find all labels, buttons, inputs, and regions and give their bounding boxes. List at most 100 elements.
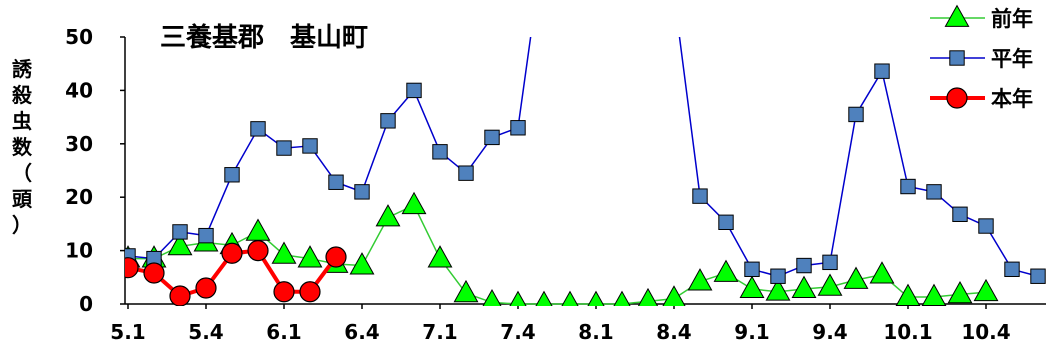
series-point-前年 bbox=[713, 259, 739, 282]
y-tick-label: 40 bbox=[65, 78, 93, 102]
y-tick-label: 10 bbox=[65, 239, 93, 263]
series-point-前年 bbox=[453, 279, 479, 303]
series-point-平年 bbox=[510, 120, 526, 136]
y-axis-label-char: ） bbox=[12, 213, 32, 237]
series-point-本年 bbox=[273, 281, 295, 303]
x-tick-label: 9.1 bbox=[734, 320, 769, 344]
series-point-平年 bbox=[380, 113, 396, 129]
y-axis-label-char: 数 bbox=[12, 135, 33, 159]
series-本年 bbox=[125, 240, 347, 306]
x-tick-label: 9.4 bbox=[812, 320, 847, 344]
series-point-前年 bbox=[843, 266, 869, 289]
series-point-平年 bbox=[796, 257, 812, 274]
series-point-平年 bbox=[978, 218, 994, 234]
x-tick-label: 7.4 bbox=[500, 320, 535, 344]
series-point-平年 bbox=[1030, 268, 1046, 284]
series-point-平年 bbox=[224, 167, 240, 183]
series-point-前年 bbox=[973, 278, 999, 302]
series-point-平年 bbox=[692, 188, 708, 204]
series-point-前年 bbox=[535, 290, 553, 306]
series-point-前年 bbox=[895, 283, 921, 306]
series-point-前年 bbox=[561, 290, 579, 306]
series-平年 bbox=[125, 37, 1046, 284]
series-point-本年 bbox=[143, 262, 165, 284]
legend-label-平年: 平年 bbox=[991, 47, 1033, 71]
series-point-平年 bbox=[484, 129, 500, 146]
x-tick-label: 6.4 bbox=[344, 320, 379, 344]
series-point-平年 bbox=[848, 106, 864, 123]
x-tick-label: 10.4 bbox=[961, 320, 1010, 344]
series-point-前年 bbox=[765, 278, 791, 301]
series-point-本年 bbox=[325, 246, 347, 268]
series-point-平年 bbox=[770, 268, 786, 284]
series-point-本年 bbox=[221, 242, 243, 264]
series-point-本年 bbox=[195, 277, 217, 299]
series-point-前年 bbox=[944, 4, 970, 27]
legend-label-本年: 本年 bbox=[991, 87, 1033, 111]
y-axis-label-char: 殺 bbox=[11, 83, 33, 107]
legend-label-前年: 前年 bbox=[991, 7, 1033, 31]
series-point-前年 bbox=[791, 275, 817, 298]
series-point-平年 bbox=[744, 261, 760, 277]
series-point-前年 bbox=[687, 268, 713, 291]
series-point-平年 bbox=[198, 227, 214, 244]
y-axis-label-char: 頭 bbox=[12, 187, 33, 211]
series-point-本年 bbox=[299, 281, 321, 303]
series-point-前年 bbox=[637, 287, 659, 306]
series-point-前年 bbox=[271, 241, 297, 264]
series-point-前年 bbox=[375, 204, 401, 227]
series-point-平年 bbox=[172, 224, 188, 240]
x-tick-label: 8.1 bbox=[578, 320, 613, 344]
x-tick-label: 10.1 bbox=[883, 320, 932, 344]
series-point-前年 bbox=[427, 245, 453, 268]
series-point-平年 bbox=[952, 206, 968, 222]
series-point-前年 bbox=[613, 290, 631, 306]
series-point-平年 bbox=[874, 63, 890, 79]
series-point-平年 bbox=[458, 165, 474, 181]
y-tick-label: 50 bbox=[65, 25, 93, 49]
series-point-本年 bbox=[247, 240, 269, 262]
series-point-本年 bbox=[125, 257, 139, 279]
series-point-平年 bbox=[276, 140, 292, 156]
series-point-本年 bbox=[946, 87, 968, 109]
x-tick-label: 7.1 bbox=[422, 320, 457, 344]
series-point-平年 bbox=[302, 138, 318, 154]
series-point-前年 bbox=[401, 191, 427, 215]
x-tick-label: 6.1 bbox=[266, 320, 301, 344]
series-point-前年 bbox=[817, 273, 843, 296]
series-point-前年 bbox=[245, 218, 271, 241]
series-layer bbox=[125, 37, 1046, 306]
series-point-平年 bbox=[822, 254, 838, 271]
axes: 0 10 20 30 40 50 5.1 5.4 6.1 6.4 7.1 7.4 8.1 8.4 9.1 9.… bbox=[65, 25, 1046, 344]
x-tick-label: 5.4 bbox=[188, 320, 223, 344]
series-point-平年 bbox=[250, 121, 266, 137]
y-tick-label: 20 bbox=[65, 185, 93, 209]
x-tick-label: 8.4 bbox=[656, 320, 691, 344]
series-point-前年 bbox=[947, 280, 973, 304]
series-point-前年 bbox=[482, 288, 502, 306]
series-point-前年 bbox=[167, 232, 193, 256]
series-point-前年 bbox=[662, 285, 686, 306]
y-axis-label-char: 虫 bbox=[12, 109, 32, 133]
series-point-前年 bbox=[739, 275, 765, 298]
series-point-平年 bbox=[432, 144, 448, 160]
y-axis-label-char: 誘 bbox=[12, 57, 33, 81]
series-point-平年 bbox=[949, 50, 965, 66]
series-point-平年 bbox=[900, 178, 916, 195]
series-point-平年 bbox=[406, 82, 422, 99]
series-line-前年 bbox=[128, 204, 987, 305]
series-point-前年 bbox=[921, 283, 947, 306]
series-point-平年 bbox=[718, 214, 734, 230]
series-point-本年 bbox=[169, 285, 191, 306]
series-point-平年 bbox=[354, 184, 370, 200]
series-point-前年 bbox=[297, 245, 323, 268]
x-tick-label: 5.1 bbox=[110, 320, 145, 344]
series-point-平年 bbox=[328, 174, 344, 190]
y-tick-label: 30 bbox=[65, 132, 93, 156]
series-point-平年 bbox=[926, 184, 942, 200]
series-point-前年 bbox=[349, 252, 375, 275]
chart-title: 三養基郡 基山町 bbox=[160, 23, 368, 53]
